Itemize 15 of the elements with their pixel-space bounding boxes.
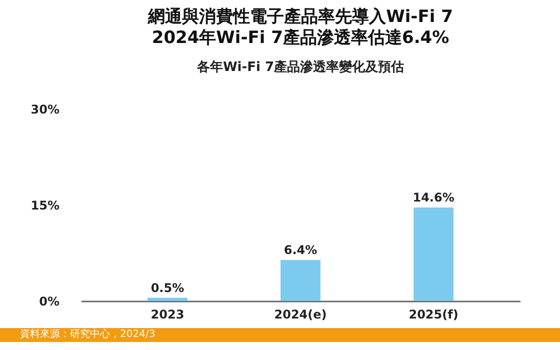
data-label: 14.6% <box>412 190 454 205</box>
chart-title: 網通與消費性電子產品率先導入Wi-Fi 7 2024年Wi-Fi 7產品滲透率估達6.4% <box>147 7 453 48</box>
y-tick-label: 15% <box>30 198 60 212</box>
data-label: 0.5% <box>150 280 184 295</box>
source-note: 資料來源：研究中心，2024/3 <box>20 329 156 340</box>
bar <box>414 208 454 301</box>
x-tick-label: 2024(e) <box>274 308 327 322</box>
y-tick-label: 30% <box>30 102 60 116</box>
chart-subtitle: 各年Wi-Fi 7產品滲透率變化及預估 <box>196 59 404 75</box>
x-tick-label: 2025(f) <box>408 308 458 322</box>
data-label: 6.4% <box>284 243 318 258</box>
bar <box>280 260 320 301</box>
y-tick-label: 0% <box>39 294 60 308</box>
bar <box>148 298 188 301</box>
x-tick-label: 2023 <box>150 308 184 322</box>
